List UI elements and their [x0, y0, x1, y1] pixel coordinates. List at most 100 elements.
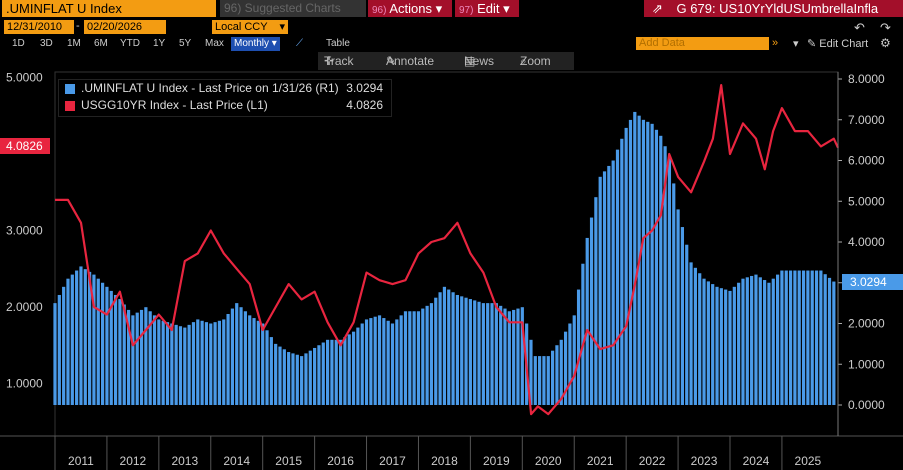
- undo-icon[interactable]: ↶: [854, 20, 865, 35]
- bar-uminflat: [265, 330, 269, 405]
- bar-uminflat: [559, 339, 563, 405]
- bar-uminflat: [602, 171, 607, 405]
- bar-uminflat: [663, 146, 667, 406]
- bar-uminflat: [654, 129, 659, 406]
- bar-uminflat: [542, 356, 546, 405]
- bar-uminflat: [274, 343, 278, 405]
- bar-uminflat: [330, 339, 334, 405]
- bar-uminflat: [235, 303, 239, 405]
- period-6m[interactable]: 6M: [94, 38, 108, 49]
- bar-uminflat: [581, 263, 585, 405]
- bar-uminflat: [226, 313, 230, 405]
- period-max[interactable]: Max: [205, 38, 224, 49]
- bar-uminflat: [594, 197, 598, 405]
- table-button[interactable]: Table: [326, 38, 350, 49]
- bar-uminflat: [797, 270, 801, 405]
- bar-uminflat: [222, 319, 226, 405]
- edit-button[interactable]: 97) Edit ▾: [455, 0, 519, 17]
- bar-uminflat: [750, 275, 754, 405]
- bar-uminflat: [304, 353, 308, 405]
- period-1y[interactable]: 1Y: [153, 38, 166, 49]
- bar-uminflat: [122, 304, 126, 405]
- chevron-down-icon[interactable]: ▾: [793, 38, 799, 50]
- bar-uminflat: [611, 160, 615, 405]
- bar-uminflat: [382, 318, 386, 405]
- bar-uminflat: [243, 311, 247, 405]
- bar-uminflat: [827, 277, 832, 405]
- redo-icon[interactable]: ↷: [880, 20, 891, 35]
- bar-uminflat: [75, 270, 79, 405]
- bar-uminflat: [533, 356, 537, 405]
- bar-uminflat: [550, 350, 555, 405]
- legend-value-uminflat: 3.0294: [346, 81, 383, 95]
- bar-uminflat: [131, 315, 135, 405]
- ticker-field[interactable]: .UMINFLAT U Index: [2, 0, 216, 17]
- currency-select[interactable]: Local CCY ▾: [212, 20, 288, 34]
- bar-uminflat: [633, 111, 637, 405]
- chart-legend[interactable]: .UMINFLAT U Index - Last Price on 1/31/2…: [58, 79, 392, 117]
- period-3d[interactable]: 3D: [40, 38, 53, 49]
- bar-uminflat: [438, 292, 442, 405]
- right-axis-tick-label: 7.0000: [848, 113, 885, 127]
- bar-uminflat: [200, 320, 204, 405]
- share-icon[interactable]: ⇗: [652, 1, 663, 16]
- bar-uminflat: [486, 303, 490, 405]
- last-price-tag-right: 3.0294: [842, 274, 903, 290]
- period-1d[interactable]: 1D: [12, 38, 25, 49]
- right-axis-tick-label: 5.0000: [848, 194, 885, 208]
- bar-uminflat: [680, 227, 685, 405]
- bar-uminflat: [408, 311, 412, 405]
- bar-uminflat: [784, 270, 788, 405]
- bar-uminflat: [529, 339, 533, 405]
- bar-uminflat: [576, 289, 581, 405]
- bar-uminflat: [369, 318, 373, 405]
- end-date-input[interactable]: 02/20/2026: [84, 20, 166, 34]
- bar-uminflat: [719, 288, 723, 405]
- bar-uminflat: [425, 305, 429, 405]
- bar-uminflat: [706, 281, 710, 405]
- frequency-select[interactable]: Monthly ▾: [231, 37, 280, 51]
- period-1m[interactable]: 1M: [67, 38, 81, 49]
- start-date-input[interactable]: 12/31/2010: [4, 20, 74, 34]
- period-ytd[interactable]: YTD: [120, 38, 140, 49]
- suggested-charts-button[interactable]: 96) Suggested Charts: [220, 0, 366, 17]
- date-row: 12/31/2010 - 02/20/2026 Local CCY ▾ ↶ ↷: [0, 20, 903, 35]
- bar-uminflat: [568, 323, 572, 405]
- bar-uminflat: [126, 309, 131, 405]
- bar-uminflat: [801, 270, 806, 405]
- bar-uminflat: [477, 301, 481, 405]
- bar-uminflat: [139, 309, 144, 405]
- pencil-icon: ✎: [807, 38, 817, 50]
- period-5y[interactable]: 5Y: [179, 38, 192, 49]
- left-axis-tick-label: 5.0000: [6, 71, 43, 85]
- actions-button[interactable]: 96) Actions ▾: [368, 0, 452, 17]
- chart-icon[interactable]: ⟋: [296, 38, 303, 49]
- bar-uminflat: [771, 278, 775, 405]
- bar-uminflat: [287, 352, 291, 405]
- x-axis-tick-label: 2024: [743, 454, 770, 468]
- bar-uminflat: [499, 305, 503, 405]
- bar-uminflat: [646, 121, 650, 405]
- right-axis-tick-label: 4.0000: [848, 235, 885, 249]
- bar-uminflat: [53, 303, 57, 405]
- bar-uminflat: [516, 308, 520, 405]
- bar-uminflat: [758, 277, 762, 405]
- edit-chart-button[interactable]: ✎ Edit Chart: [807, 38, 869, 50]
- bar-uminflat: [732, 286, 736, 405]
- chevron-right-icon[interactable]: »: [772, 37, 779, 49]
- bar-uminflat: [256, 320, 260, 405]
- add-data-input[interactable]: Add Data: [636, 37, 769, 50]
- left-axis-tick-label: 2.0000: [6, 300, 43, 314]
- bar-uminflat: [819, 270, 823, 405]
- bar-uminflat: [191, 322, 196, 405]
- bar-uminflat: [832, 281, 836, 405]
- news-icon: ▤: [464, 54, 476, 68]
- bar-uminflat: [278, 346, 282, 405]
- bar-uminflat: [780, 270, 784, 405]
- bar-uminflat: [403, 311, 408, 405]
- x-axis-tick-label: 2022: [639, 454, 666, 468]
- bar-uminflat: [386, 320, 390, 405]
- right-axis-tick-label: 1.0000: [848, 357, 885, 371]
- gear-icon[interactable]: ⚙: [880, 36, 891, 50]
